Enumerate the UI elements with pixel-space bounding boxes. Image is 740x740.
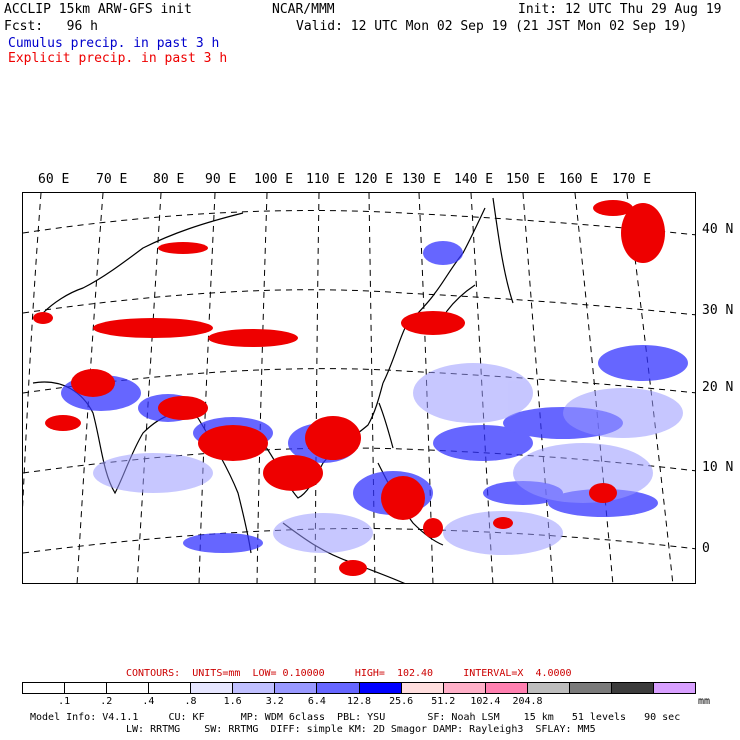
- explicit-precip: [33, 200, 665, 576]
- high-label: HIGH= 102.40: [354, 668, 434, 679]
- precip-colorbar: [22, 682, 696, 694]
- precipitation-map: [22, 192, 696, 584]
- colorbar-swatch: [569, 683, 612, 693]
- colorbar-tick-label: 1.6: [223, 696, 242, 707]
- colorbar-tick-label: 102.4: [470, 696, 501, 707]
- colorbar-tick-label: 204.8: [512, 696, 543, 707]
- colorbar-tick-label: 3.2: [265, 696, 284, 707]
- colorbar-tick-label: 51.2: [431, 696, 456, 707]
- low-label: LOW= 0.10000: [252, 668, 325, 679]
- organization-label: NCAR/MMM: [272, 2, 335, 17]
- contour-info: CONTOURS: UNITS=mm LOW= 0.10000 HIGH= 10…: [126, 668, 572, 680]
- lon-label: 150 E: [506, 172, 546, 187]
- colorbar-swatch: [317, 683, 360, 693]
- lon-label: 90 E: [205, 172, 237, 187]
- colorbar-unit: mm: [698, 696, 711, 707]
- colorbar-swatch: [191, 683, 234, 693]
- model-title: ACCLIP 15km ARW-GFS init: [4, 2, 192, 17]
- interval-label: INTERVAL=X 4.0000: [463, 668, 572, 679]
- colorbar-swatch: [107, 683, 150, 693]
- contours-label: CONTOURS:: [126, 668, 181, 679]
- lat-label: 20 N: [702, 380, 734, 395]
- forecast-hour: Fcst: 96 h: [4, 19, 98, 34]
- lon-label: 120 E: [354, 172, 394, 187]
- colorbar-swatch: [149, 683, 192, 693]
- colorbar-swatch: [65, 683, 108, 693]
- light-precip: [93, 363, 683, 555]
- colorbar-swatch: [401, 683, 444, 693]
- lon-label: 80 E: [153, 172, 185, 187]
- colorbar-tick-label: 6.4: [307, 696, 326, 707]
- cumulus-legend: Cumulus precip. in past 3 h: [8, 36, 220, 51]
- colorbar-tick-label: 25.6: [389, 696, 414, 707]
- colorbar-swatch: [485, 683, 528, 693]
- colorbar-swatch: [23, 683, 66, 693]
- lon-label: 130 E: [402, 172, 442, 187]
- lon-label: 160 E: [559, 172, 599, 187]
- meridian-lines: [23, 193, 674, 583]
- lon-label: 60 E: [38, 172, 70, 187]
- colorbar-swatch: [653, 683, 695, 693]
- lat-label: 10 N: [702, 460, 734, 475]
- colorbar-swatch: [527, 683, 570, 693]
- colorbar-swatch: [233, 683, 276, 693]
- colorbar-tick-label: .8: [184, 696, 197, 707]
- lon-label: 70 E: [96, 172, 128, 187]
- colorbar-tick-label: .4: [142, 696, 155, 707]
- init-time: Init: 12 UTC Thu 29 Aug 19: [518, 2, 722, 17]
- lat-label: 40 N: [702, 222, 734, 237]
- lon-label: 140 E: [454, 172, 494, 187]
- explicit-legend: Explicit precip. in past 3 h: [8, 51, 228, 66]
- physics-info: LW: RRTMG SW: RRTMG DIFF: simple KM: 2D …: [126, 724, 596, 735]
- model-info: Model Info: V4.1.1 CU: KF MP: WDM 6class…: [30, 712, 681, 723]
- colorbar-swatch: [443, 683, 486, 693]
- colorbar-swatch: [275, 683, 318, 693]
- lat-label: 0: [702, 541, 710, 556]
- colorbar-swatch: [611, 683, 654, 693]
- colorbar-tick-label: .2: [100, 696, 113, 707]
- colorbar-tick-label: .1: [58, 696, 71, 707]
- lat-label: 30 N: [702, 303, 734, 318]
- colorbar-tick-label: 12.8: [346, 696, 372, 707]
- valid-time: Valid: 12 UTC Mon 02 Sep 19 (21 JST Mon …: [296, 19, 688, 34]
- units-label: UNITS=mm: [192, 668, 241, 679]
- colorbar-swatch: [359, 683, 402, 693]
- map-canvas: [23, 193, 695, 583]
- lon-label: 170 E: [612, 172, 652, 187]
- lon-label: 110 E: [306, 172, 346, 187]
- lon-label: 100 E: [254, 172, 294, 187]
